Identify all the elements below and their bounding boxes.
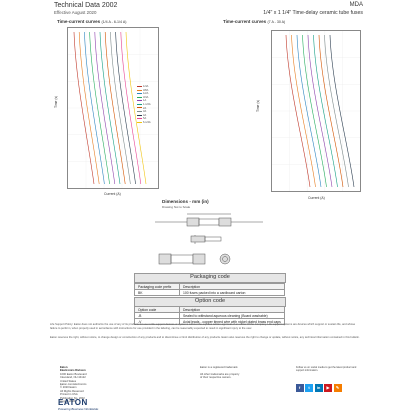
- right-x-axis-label: Current (A): [308, 196, 325, 200]
- left-time-current-curves: [68, 28, 158, 188]
- time-current-curve: [78, 31, 100, 185]
- product-description: 1/4" x 1 1/4" Time-delay ceramic tube fu…: [263, 10, 363, 16]
- legend-label: 3/8A: [143, 88, 149, 92]
- time-current-curve: [99, 31, 121, 185]
- fuse-cap-drawing: [190, 235, 222, 243]
- social-icons: f t in ▶ ✎: [294, 376, 342, 394]
- legend-label: 1A: [143, 99, 147, 103]
- time-current-curve: [302, 34, 327, 188]
- time-current-curve: [115, 31, 136, 185]
- legend-swatch: [137, 118, 142, 120]
- legend-item: 4A: [137, 114, 151, 118]
- footer-trademark: Eaton is a registered trademark. All oth…: [200, 366, 240, 380]
- time-current-curve: [120, 31, 142, 185]
- legend-swatch: [137, 107, 142, 109]
- eaton-logo: EATON: [58, 398, 88, 407]
- option-code-table: Option code Description -B Sealed to wit…: [134, 306, 285, 325]
- table-cell: 100 fuses packed into a cardboard carton: [179, 289, 285, 296]
- left-x-axis-label: Current (A): [104, 192, 121, 196]
- legend-swatch: [137, 85, 142, 87]
- right-chart-plot: [271, 30, 361, 192]
- legend-swatch: [137, 100, 142, 102]
- legend-swatch: [137, 103, 142, 105]
- dimensions-subtitle: Drawing Not to Scale: [162, 205, 191, 209]
- eaton-tagline: Powering Business Worldwide: [58, 407, 99, 411]
- fuse-axial-drawing: [155, 213, 263, 244]
- legend-label: 4A: [143, 113, 147, 117]
- effective-date: Effective August 2020: [54, 10, 97, 15]
- linkedin-icon[interactable]: in: [314, 384, 323, 392]
- right-time-current-curves: [272, 31, 360, 191]
- time-current-curve: [324, 34, 349, 188]
- legend-label: 5A: [143, 117, 147, 121]
- time-current-curve: [125, 31, 147, 185]
- document-title: Technical Data 2002: [54, 2, 118, 9]
- left-chart-plot: [67, 27, 159, 189]
- legend-swatch: [137, 114, 142, 116]
- time-current-curve: [318, 34, 344, 188]
- footer-follow-text: Follow us on social media to get the lat…: [296, 366, 357, 373]
- blog-icon[interactable]: ✎: [333, 384, 342, 392]
- legend-label: 3/4A: [143, 95, 149, 99]
- legend-label: 1/2A: [143, 92, 149, 96]
- legend-item: 3/8A: [137, 89, 151, 93]
- time-current-curve: [89, 31, 110, 185]
- time-current-curve: [104, 31, 126, 185]
- time-current-curve: [307, 34, 333, 188]
- legend-item: 1/2A: [137, 92, 151, 96]
- legend-item: 1-1/2A: [137, 103, 151, 107]
- legend-item: 3A: [137, 110, 151, 114]
- footer-company: Eaton: [60, 366, 68, 369]
- life-support-disclaimer: Life Support Policy: Eaton does not auth…: [50, 323, 356, 330]
- legend-item: 3/4A: [137, 96, 151, 100]
- packaging-code-table: Packaging code prefix Description BK 100…: [134, 283, 285, 296]
- time-current-curve: [73, 31, 95, 185]
- left-y-axis-label: Time (s): [54, 95, 58, 108]
- legend-item: 2A: [137, 107, 151, 111]
- legend-swatch: [137, 121, 142, 123]
- twitter-icon[interactable]: t: [305, 384, 313, 392]
- table-cell: BK: [134, 289, 180, 296]
- legend-swatch: [137, 89, 142, 91]
- time-current-curve: [285, 34, 311, 188]
- series-name: MDA: [349, 2, 363, 8]
- legend-label: 3A: [143, 110, 147, 114]
- change-notice: Eaton reserves the right, without notice…: [50, 336, 360, 339]
- legend-label: 1/4A: [143, 85, 149, 88]
- youtube-icon[interactable]: ▶: [324, 384, 332, 392]
- fuse-body-drawing: [158, 253, 231, 265]
- legend-swatch: [137, 93, 142, 94]
- legend-label: 1-1/2A: [143, 102, 151, 106]
- packaging-code-heading: Packaging code: [134, 273, 286, 283]
- legend-item: 6-1/4A: [137, 121, 151, 125]
- left-chart-legend: 1/4A 3/8A 1/2A 3/4A 1A 1-1/2A 2A 3A 4A 5A 6-1/4A: [137, 85, 151, 125]
- footer-website-link[interactable]: Eaton.com/electronics: [60, 383, 87, 387]
- footer-address: Eaton Electronics Division 1000 Eaton Bo…: [60, 366, 87, 404]
- legend-swatch: [137, 96, 142, 98]
- time-current-curve: [296, 34, 322, 188]
- legend-label: 6-1/4A: [143, 120, 151, 124]
- time-current-curve: [94, 31, 116, 185]
- right-y-axis-label: Time (s): [256, 99, 260, 112]
- legend-item: 1A: [137, 99, 151, 103]
- time-current-curve: [329, 34, 355, 188]
- time-current-curve: [84, 31, 105, 185]
- time-current-curve: [110, 31, 131, 185]
- table-row: -V Axial leads - copper tinned wire with…: [134, 318, 285, 325]
- table-cell: Axial leads - copper tinned wire with ni…: [179, 318, 285, 325]
- right-chart-title: Time-current curves (7 A - 30 A): [223, 19, 286, 24]
- legend-item: 1/4A: [137, 85, 151, 89]
- left-chart-title: Time-current curves (1/4 A - 6-1/4 A): [57, 19, 127, 24]
- legend-label: 2A: [143, 106, 147, 110]
- footer-division: Electronics Division: [60, 369, 86, 373]
- fuse-dimension-drawing: [135, 210, 265, 270]
- dimensions-title: Dimensions - mm (in): [162, 199, 209, 204]
- legend-swatch: [137, 111, 142, 112]
- legend-item: 5A: [137, 117, 151, 121]
- time-current-curve: [313, 34, 338, 188]
- table-row: BK 100 fuses packed into a cardboard car…: [134, 289, 285, 296]
- facebook-icon[interactable]: f: [295, 384, 304, 392]
- time-current-curve: [291, 34, 316, 188]
